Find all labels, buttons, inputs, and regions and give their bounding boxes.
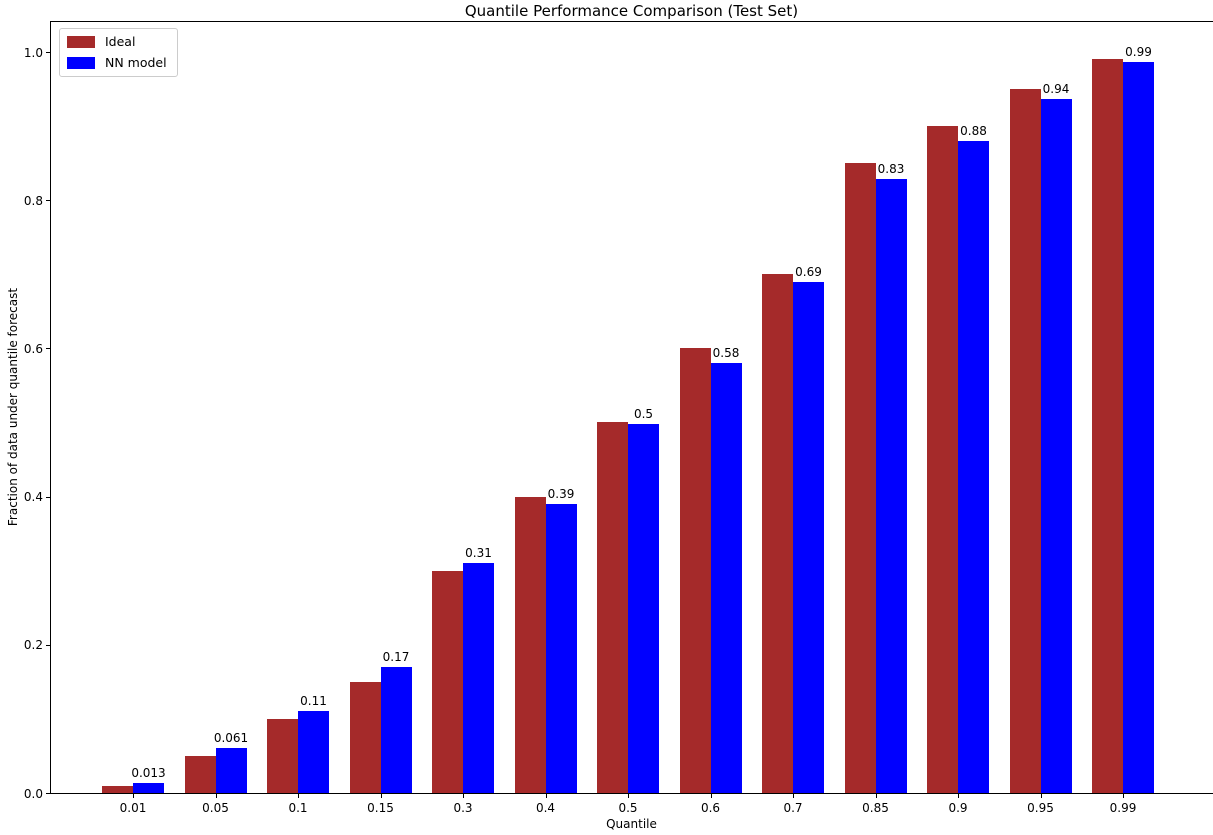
bar-value-label-0.01: 0.013 [131,766,166,780]
axis-spine-top [50,21,1213,22]
bar-ideal-0.9 [927,126,958,793]
x-axis-title: Quantile [606,817,657,831]
x-tick-label-0.7: 0.7 [783,801,803,815]
bar-ideal-0.05 [184,756,216,793]
x-tick-mark-0.15 [380,794,382,798]
legend-item-nn-model: NN model [67,54,167,70]
bar-nn-model-0.4 [545,504,577,793]
bar-value-label-0.1: 0.11 [300,694,327,708]
legend-swatch-nn-model [67,56,95,69]
bar-value-label-0.7: 0.69 [795,265,822,279]
bar-value-label-0.6: 0.58 [712,346,740,360]
bar-nn-model-0.9 [958,141,989,793]
bar-ideal-0.85 [844,163,876,793]
x-tick-label-0.6: 0.6 [700,801,721,815]
x-tick-label-0.99: 0.99 [1109,801,1137,815]
axis-spine-bottom [50,793,1213,794]
bar-ideal-0.3 [432,571,463,793]
y-tick-mark-0.6 [46,348,50,350]
x-tick-mark-0.99 [1123,794,1124,798]
bar-nn-model-0.05 [215,748,247,793]
x-tick-mark-0.95 [1040,794,1042,798]
x-tick-label-0.3: 0.3 [453,801,473,815]
bar-nn-model-0.01 [133,783,164,793]
y-tick-mark-1.0 [46,52,50,53]
y-tick-mark-0.0 [46,793,50,794]
bar-nn-model-0.6 [710,363,742,793]
y-tick-label-0.0: 0.0 [23,786,43,801]
x-tick-mark-0.01 [133,794,134,798]
x-tick-label-0.95: 0.95 [1027,801,1054,815]
bar-value-label-0.05: 0.061 [213,731,249,745]
x-tick-label-0.15: 0.15 [367,801,394,815]
x-tick-mark-0.4 [545,794,547,798]
x-tick-mark-0.3 [463,794,464,798]
bar-value-label-0.15: 0.17 [382,650,410,664]
legend-item-ideal: Ideal [67,34,167,49]
x-tick-mark-0.1 [298,794,299,798]
bar-ideal-0.7 [762,274,793,793]
bar-ideal-0.1 [267,719,298,793]
y-tick-label-0.4: 0.4 [23,490,43,505]
y-tick-mark-0.4 [46,496,50,498]
bar-value-label-0.4: 0.39 [547,487,575,501]
bar-nn-model-0.15 [380,667,412,793]
y-tick-mark-0.8 [46,200,50,202]
legend: Ideal NN model [59,28,178,77]
bar-nn-model-0.99 [1123,62,1154,793]
bar-nn-model-0.95 [1040,99,1072,793]
bar-value-label-0.99: 0.99 [1125,45,1152,59]
x-tick-mark-0.9 [958,794,959,798]
x-tick-label-0.1: 0.1 [288,801,308,815]
y-tick-label-0.6: 0.6 [23,341,43,356]
x-tick-label-0.5: 0.5 [618,801,638,815]
legend-swatch-ideal [67,36,95,49]
bar-value-label-0.85: 0.83 [877,162,905,176]
legend-label-nn-model: NN model [105,54,167,70]
axis-spine-left [50,21,51,794]
bar-value-label-0.95: 0.94 [1042,82,1070,96]
bar-nn-model-0.1 [298,711,329,793]
y-tick-label-0.8: 0.8 [23,193,43,208]
y-tick-label-1.0: 1.0 [23,45,43,60]
x-tick-mark-0.05 [215,794,217,798]
legend-label-ideal: Ideal [105,34,136,49]
bar-nn-model-0.7 [793,282,824,793]
x-tick-label-0.05: 0.05 [202,801,229,815]
x-tick-mark-0.7 [793,794,794,798]
x-tick-mark-0.85 [875,794,877,798]
y-tick-label-0.2: 0.2 [23,638,43,653]
x-tick-label-0.4: 0.4 [535,801,556,815]
bar-ideal-0.01 [102,786,133,793]
x-tick-label-0.85: 0.85 [862,801,889,815]
x-tick-label-0.9: 0.9 [948,801,968,815]
bar-nn-model-0.3 [463,563,494,793]
bar-value-label-0.5: 0.5 [633,407,654,421]
bar-ideal-0.15 [349,682,381,793]
bar-value-label-0.3: 0.31 [465,546,492,560]
plot-area: Ideal NN model 0.013 0.061 0.11 0.17 0.31 0.3… [50,21,1213,793]
bar-ideal-0.5 [597,422,628,793]
bar-ideal-0.99 [1092,59,1123,793]
x-tick-mark-0.6 [710,794,712,798]
bar-value-label-0.9: 0.88 [960,124,987,138]
chart-title: Quantile Performance Comparison (Test Se… [464,2,799,20]
bar-nn-model-0.85 [875,179,907,793]
bar-ideal-0.4 [514,497,546,793]
bar-ideal-0.6 [679,348,711,793]
y-tick-mark-0.2 [46,644,50,646]
bar-nn-model-0.5 [628,424,659,793]
x-tick-label-0.01: 0.01 [119,801,147,815]
x-tick-mark-0.5 [628,794,629,798]
bar-ideal-0.95 [1009,89,1041,793]
